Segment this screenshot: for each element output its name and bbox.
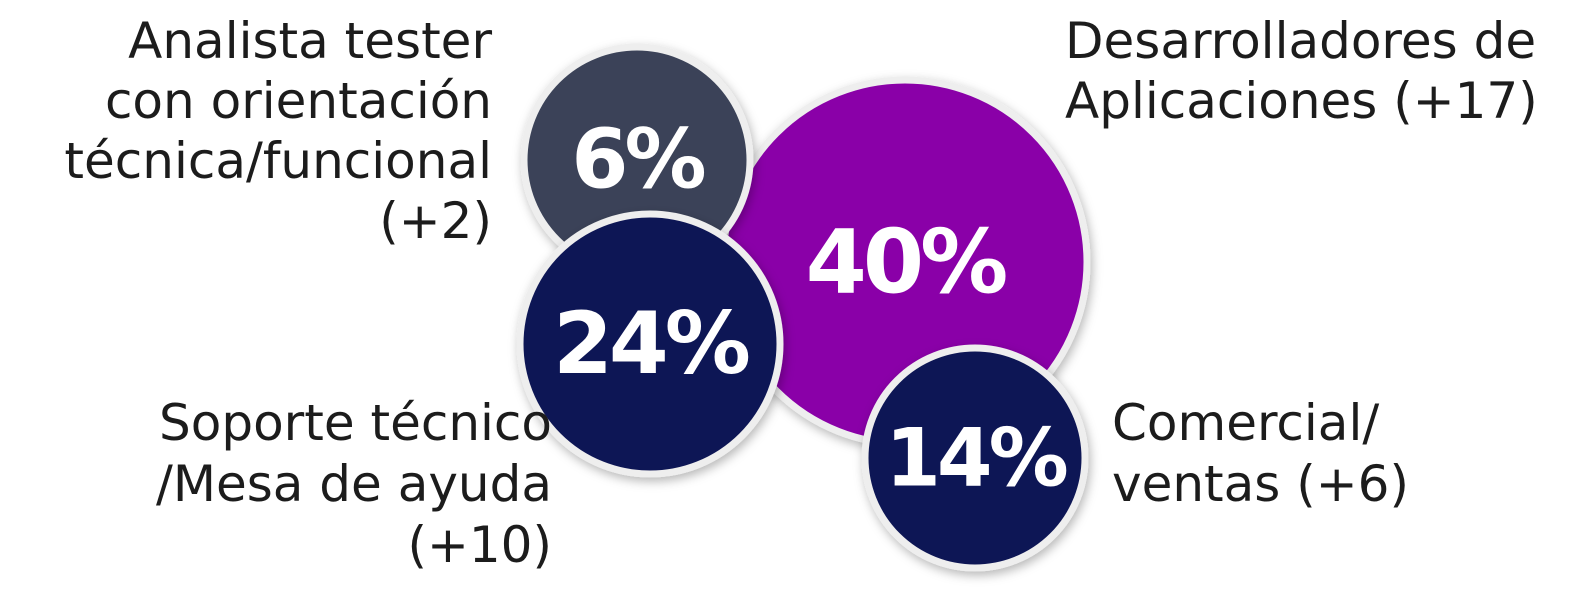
bubble-label-comercial: Comercial/ventas (+6) xyxy=(1112,394,1409,513)
bubble-label-line: Comercial/ xyxy=(1112,394,1379,452)
bubble-label-line: (+2) xyxy=(379,192,492,250)
bubble-label-line: con orientación xyxy=(105,72,492,130)
bubble-comercial: 14% xyxy=(861,344,1089,572)
bubble-label-line: Analista tester xyxy=(128,12,492,70)
bubble-label-line: /Mesa de ayuda xyxy=(156,455,552,513)
bubble-value-desarrolladores: 40% xyxy=(806,211,1006,314)
bubble-analista: 6% xyxy=(520,43,754,277)
bubble-label-line: Soporte técnico xyxy=(159,394,552,452)
bubble-label-analista: Analista tester con orientación técnica/fu… xyxy=(64,12,492,250)
bubble-circle-soporte xyxy=(516,210,784,478)
bubble-circle-comercial xyxy=(861,344,1089,572)
bubble-value-comercial: 14% xyxy=(885,412,1066,505)
bubble-label-soporte: Soporte técnico/Mesa de ayuda (+10) xyxy=(156,394,552,574)
bubble-label-line: técnica/funcional xyxy=(64,132,492,190)
bubble-label-line: (+10) xyxy=(407,516,552,574)
bubble-label-line: Desarrolladores de xyxy=(1065,12,1536,70)
bubble-value-soporte: 24% xyxy=(553,294,749,394)
bubble-label-desarrolladores: Desarrolladores de Aplicaciones (+17) xyxy=(1065,12,1538,130)
bubble-value-analista: 6% xyxy=(571,113,704,208)
bubble-soporte: 24% xyxy=(516,210,784,478)
bubble-label-line: ventas (+6) xyxy=(1112,455,1409,513)
bubble-label-line: Aplicaciones (+17) xyxy=(1065,72,1538,130)
